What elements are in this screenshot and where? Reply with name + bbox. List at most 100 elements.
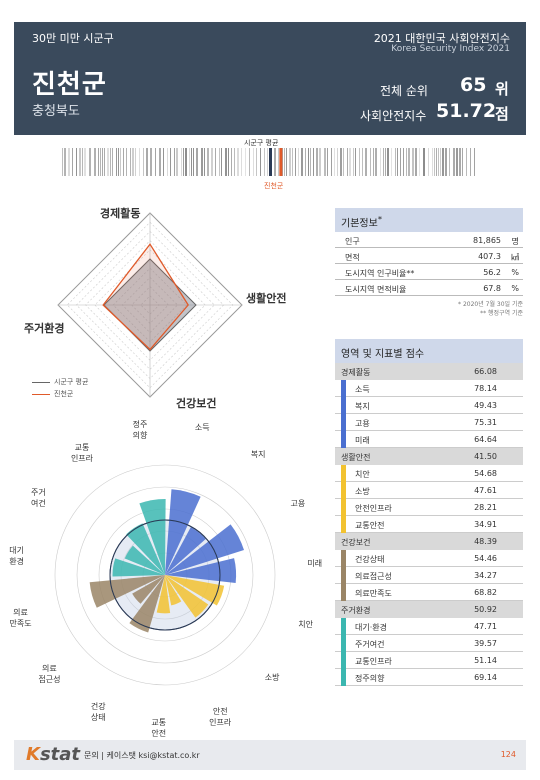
barcode-tick: [163, 148, 164, 176]
polar-label: 고용: [290, 498, 306, 508]
legend-own-label: 진천군: [54, 390, 74, 398]
barcode-tick: [370, 148, 371, 176]
info-label: 인구: [345, 237, 360, 246]
barcode-tick: [201, 148, 203, 176]
barcode-tick: [120, 148, 121, 176]
indicator-row: 치안 54.68: [335, 465, 523, 482]
polar-label: 주거 여건: [30, 487, 46, 508]
barcode-tick: [189, 148, 190, 176]
barcode-tick: [62, 148, 63, 176]
barcode-tick: [104, 148, 105, 176]
indicator-label: 의료접근성: [355, 572, 392, 581]
info-label: 도시지역 면적비율: [345, 285, 407, 294]
legend-avg-label: 시군구 평균: [54, 378, 89, 386]
domain-color-bar: [341, 516, 346, 533]
info-value: 407.3: [478, 252, 501, 261]
barcode-tick: [116, 148, 117, 176]
barcode-tick: [375, 148, 377, 176]
header-banner: 30만 미만 시군구 2021 대한민국 사회안전지수 Korea Securi…: [14, 22, 526, 135]
indicator-row: 건강상태 54.46: [335, 550, 523, 567]
indicator-row: 의료접근성 34.27: [335, 567, 523, 584]
polar-bar: [129, 575, 165, 633]
barcode-tick: [228, 148, 229, 176]
barcode-tick: [196, 148, 198, 176]
domain-label: 주거환경: [341, 606, 371, 615]
polar-label: 복지: [250, 450, 266, 460]
info-value: 67.8: [483, 284, 501, 293]
barcode-tick: [139, 148, 140, 176]
domain-color-bar: [341, 465, 346, 482]
polar-bar: [139, 498, 166, 575]
indicator-value: 68.82: [474, 588, 497, 597]
barcode-tick: [253, 148, 254, 176]
indicator-label: 건강상태: [355, 555, 385, 564]
barcode-tick: [219, 148, 220, 176]
domain-row: 생활안전 41.50: [335, 448, 523, 465]
indicator-value: 51.14: [474, 656, 497, 665]
barcode-tick: [308, 148, 309, 176]
polar-label: 정주 의향: [132, 420, 148, 441]
barcode-tick: [395, 148, 396, 176]
rank-barcode: [62, 148, 475, 176]
polar-bar: [156, 575, 171, 614]
barcode-tick: [438, 148, 439, 176]
barcode-tick: [237, 148, 239, 176]
barcode-tick: [284, 148, 285, 176]
barcode-tick: [313, 148, 314, 176]
score-unit: 점: [495, 105, 509, 123]
polar-bar: [165, 527, 206, 575]
barcode-tick: [470, 148, 471, 176]
barcode-tick: [278, 148, 279, 176]
barcode-tick: [181, 148, 182, 176]
polar-label: 의료 만족도: [9, 608, 32, 629]
barcode-tick: [185, 148, 187, 176]
polar-bar: [165, 524, 244, 575]
legend-own-line: [32, 393, 50, 395]
indicator-row: 미래 64.64: [335, 431, 523, 448]
info-row: 인구 81,865 명: [335, 232, 523, 248]
indicator-value: 49.43: [474, 401, 497, 410]
barcode-tick: [334, 148, 335, 176]
barcode-tick: [362, 148, 363, 176]
barcode-tick: [76, 148, 77, 176]
indicator-label: 고용: [355, 419, 370, 428]
contact-info: 문의 | 케이스탯 ksi@kstat.co.kr: [84, 751, 200, 760]
domain-color-bar: [341, 414, 346, 431]
indicator-value: 64.64: [474, 435, 497, 444]
basic-info-rows: 인구 81,865 명 면적 407.3 ㎢ 도시지역 인구비율** 56.2% 도시지역 면적…: [335, 232, 523, 296]
polar-bar: [165, 489, 201, 575]
page-number: 124: [500, 750, 516, 759]
indicator-value: 75.31: [474, 418, 497, 427]
indicator-value: 54.46: [474, 554, 497, 563]
domain-row: 건강보건 48.39: [335, 533, 523, 550]
barcode-avg-marker: [269, 148, 272, 176]
barcode-tick: [267, 148, 268, 176]
domain-value: 66.08: [474, 367, 497, 376]
polar-bar: [89, 575, 165, 608]
indicator-value: 54.68: [474, 469, 497, 478]
barcode-tick: [316, 148, 318, 176]
barcode-tick: [98, 148, 99, 176]
barcode-tick: [292, 148, 293, 176]
barcode-tick: [256, 148, 257, 176]
barcode-tick: [79, 148, 81, 176]
barcode-tick: [412, 148, 414, 176]
domain-color-bar: [341, 652, 346, 669]
radar-own-polygon: [102, 243, 189, 351]
barcode-tick: [107, 148, 109, 176]
barcode-tick: [68, 148, 70, 176]
domain-value: 41.50: [474, 452, 497, 461]
radar-label-economy: 경제활동: [100, 207, 141, 220]
province-name: 충청북도: [32, 104, 80, 119]
score-value: 51.72: [436, 100, 497, 122]
info-unit: %: [511, 284, 519, 293]
basic-info-title-text: 기본정보: [341, 218, 378, 230]
scores-panel: 영역 및 지표별 점수 경제활동 66.08 소득 78.14 복지 49.43 고용 75.…: [335, 339, 523, 686]
barcode-tick: [289, 148, 291, 176]
domain-label: 건강보건: [341, 538, 371, 547]
polar-label: 교통 인프라: [70, 443, 94, 464]
barcode-tick: [143, 148, 144, 176]
basic-info-title: 기본정보*: [335, 208, 523, 232]
barcode-tick: [282, 148, 283, 176]
barcode-avg-label: 시군구 평균: [244, 139, 279, 147]
